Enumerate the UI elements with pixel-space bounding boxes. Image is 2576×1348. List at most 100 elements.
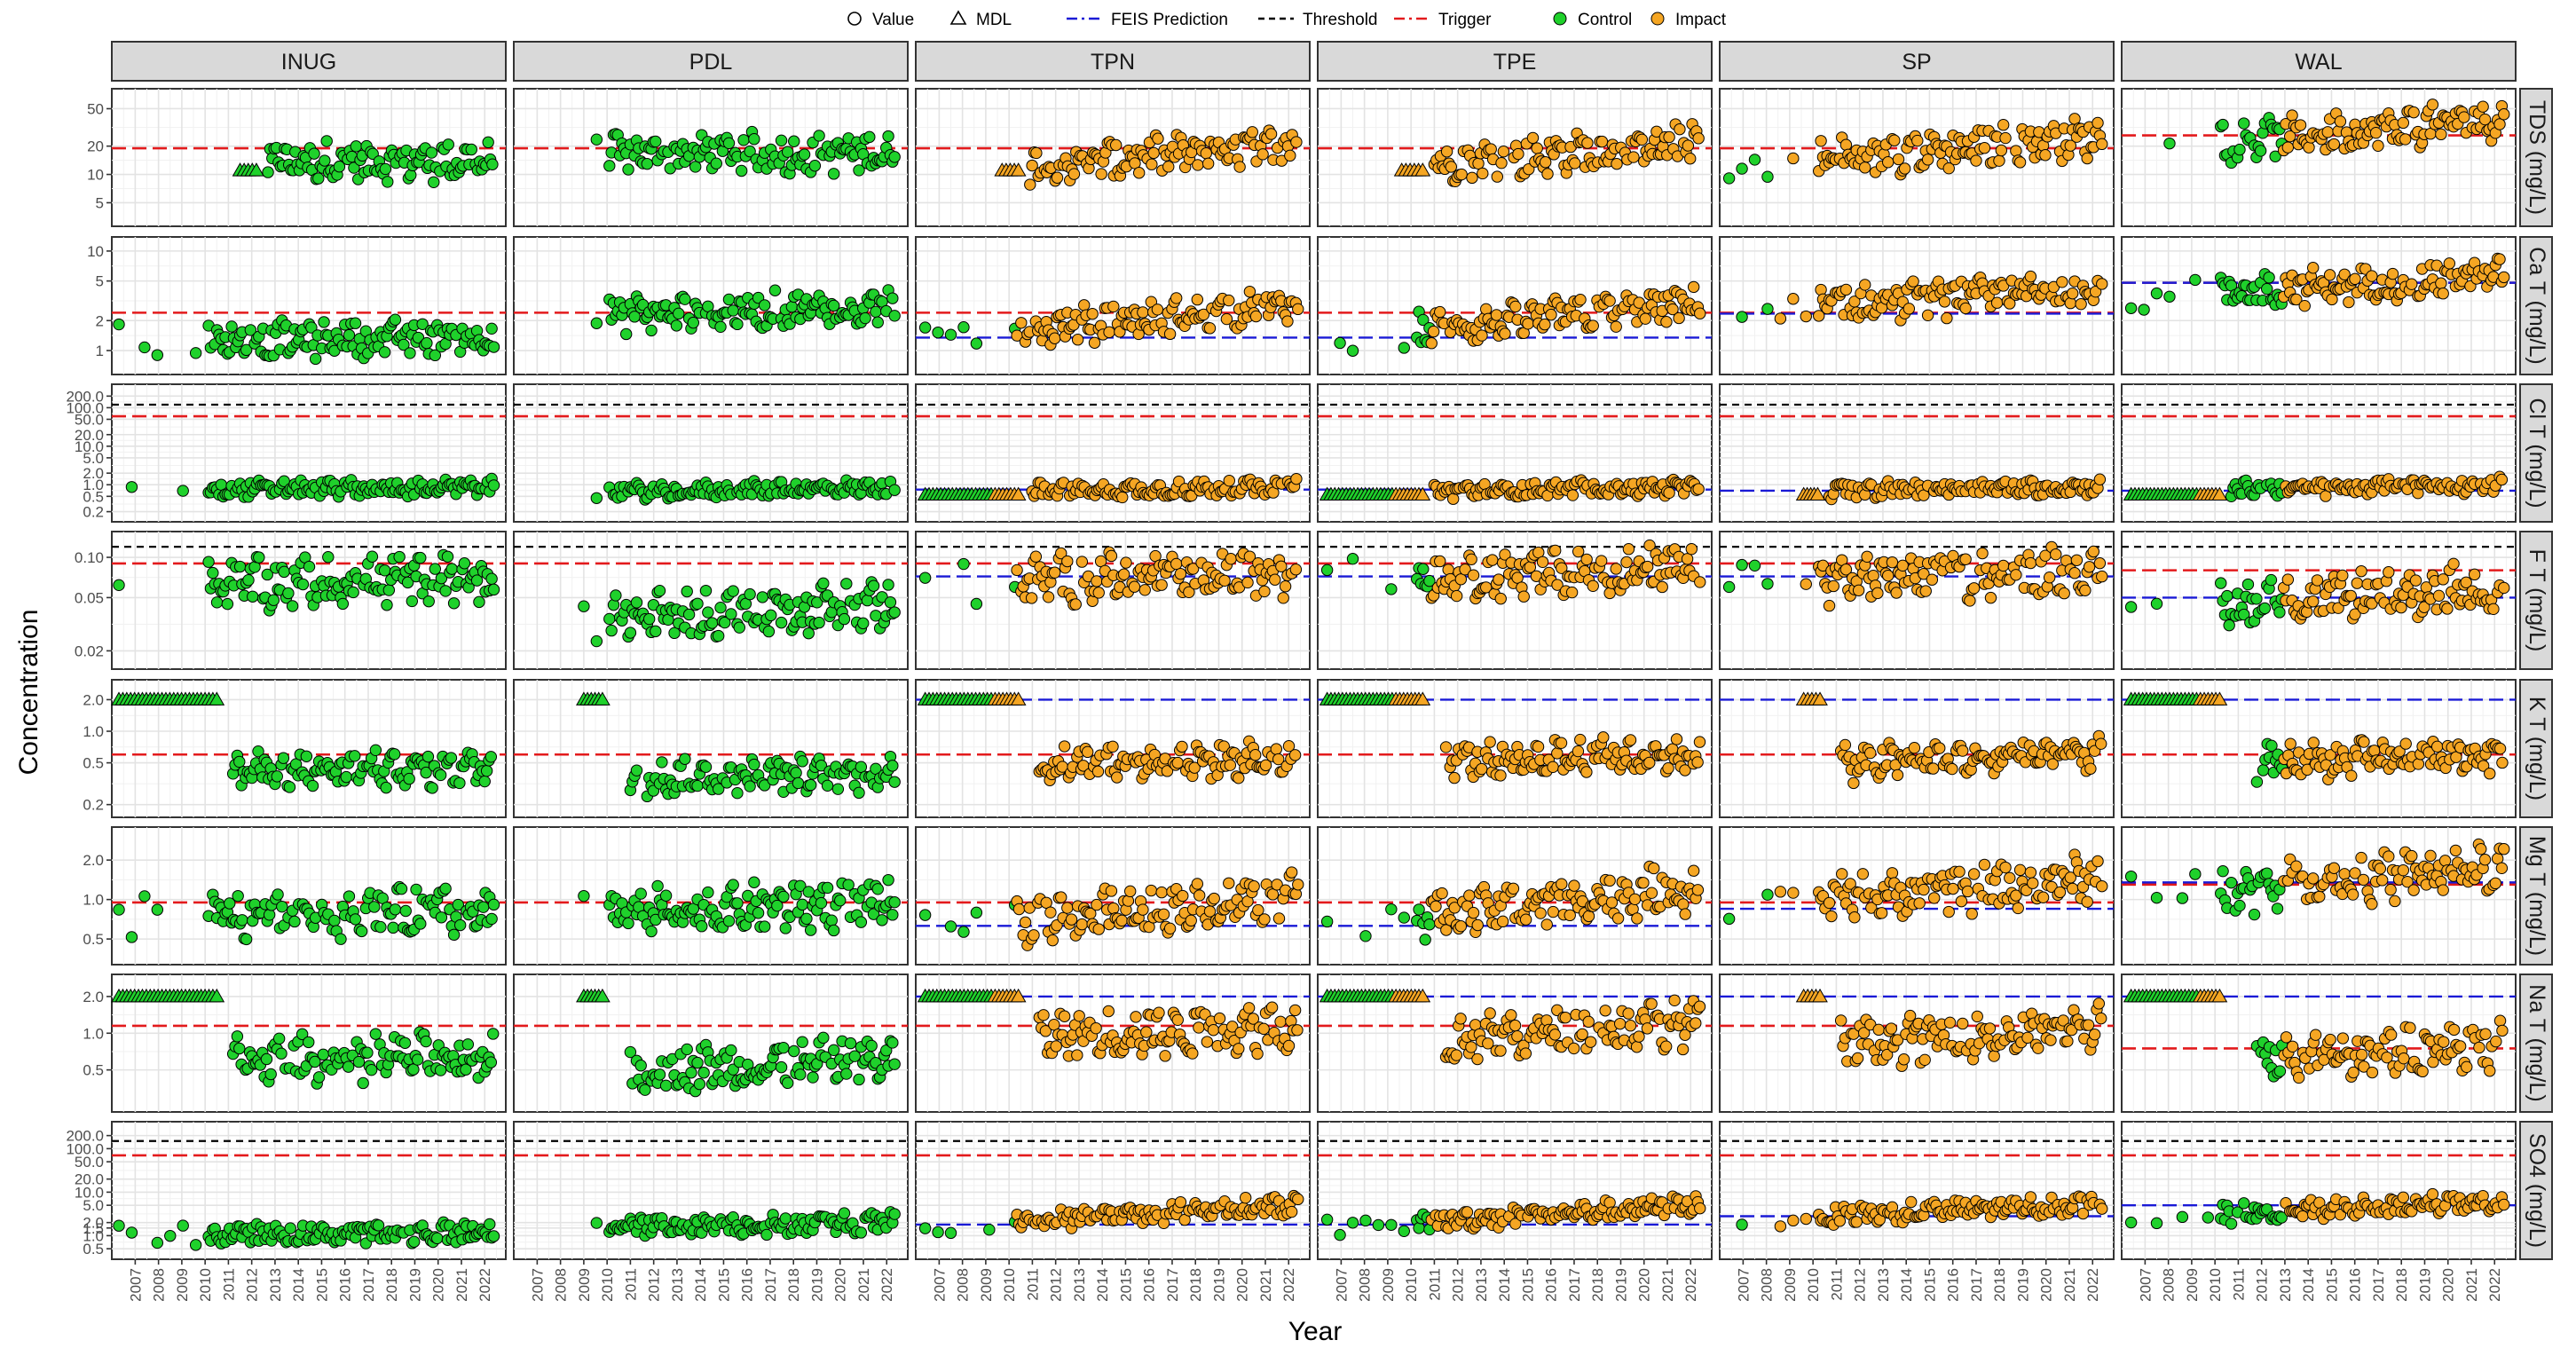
value-point [2426,99,2439,111]
value-point [775,134,788,147]
value-point [1536,556,1549,568]
panel-sp [1719,88,2115,227]
value-point [1694,576,1706,588]
value-point [1030,146,1043,160]
value-point [2092,116,2104,130]
value-point [1827,579,1839,593]
legend-label: Control [1578,11,1632,29]
value-point [1092,587,1105,599]
value-point [1823,599,1836,612]
value-point [1774,312,1787,325]
value-point [349,750,361,762]
value-point [2066,287,2079,300]
value-point [1223,474,1235,487]
value-point [1670,733,1683,745]
value-point [1522,318,1534,330]
value-point [2093,556,2107,570]
value-point [1861,550,1873,563]
value-point [2306,262,2320,274]
value-point [1722,580,1736,594]
value-point [2233,143,2246,156]
value-point [458,557,471,570]
value-point [2013,156,2027,169]
value-point [2068,567,2081,579]
value-point [871,316,884,328]
value-point [1624,734,1637,746]
value-point [286,600,299,612]
value-point [808,160,822,172]
value-point [578,600,590,612]
value-point [1911,134,1924,147]
value-point [603,160,616,172]
panel-inug [111,88,507,227]
value-point [429,349,442,362]
value-point [1997,559,2010,572]
value-point [380,781,392,794]
value-point [2217,118,2229,131]
value-point [870,305,882,318]
value-point [2468,568,2481,581]
value-point [1174,567,1187,580]
strip-tpe: TPE [1317,41,1713,82]
value-point [590,492,603,504]
value-point [2323,269,2336,281]
panel-tpn [915,236,1311,375]
value-point [2286,109,2298,122]
value-point [465,143,477,156]
value-point [1155,579,1168,591]
value-point [1258,585,1271,598]
value-point [641,157,654,170]
value-point [1105,549,1118,563]
legend-label: Trigger [1438,11,1492,29]
legend-key [949,10,967,25]
value-point [2269,150,2281,162]
value-point [309,352,322,366]
value-point [1722,172,1736,185]
value-point [1548,544,1562,557]
value-point [853,786,865,800]
value-point [1541,168,1554,180]
value-point [781,146,794,158]
value-point [1984,591,1997,604]
value-point [884,595,897,609]
value-point [2150,597,2163,611]
value-point [2366,270,2378,282]
value-point [1107,740,1119,753]
value-point [2478,113,2492,126]
value-point [867,579,880,592]
panel-tpe [1317,531,1713,670]
value-point [1736,162,1748,175]
value-point [487,479,500,492]
value-point [840,578,853,590]
value-point [282,587,295,600]
value-point [244,324,257,336]
value-point [1091,575,1103,587]
value-point [1532,740,1545,753]
value-point [2406,278,2418,290]
value-point [1477,167,1489,180]
value-point [485,322,498,335]
value-point [1256,148,1269,161]
value-point [768,284,782,296]
panel-tpe [1317,383,1713,523]
value-point [1539,156,1552,169]
value-point [403,772,415,785]
value-point [2189,273,2202,287]
value-point [1476,762,1488,776]
value-point [1908,742,1921,754]
value-point [1120,556,1132,569]
value-point [2039,149,2052,162]
value-point [1246,126,1258,138]
value-point [1839,738,1852,752]
value-point [1346,553,1359,565]
panel-wal [2121,236,2517,375]
value-point [1476,329,1488,342]
mdl-point [1010,162,1027,177]
value-point [1346,344,1359,357]
strip-background [1719,41,2115,82]
value-point [653,584,666,597]
value-point [416,318,429,330]
value-point [2096,278,2108,290]
panel-background [2121,236,2517,375]
